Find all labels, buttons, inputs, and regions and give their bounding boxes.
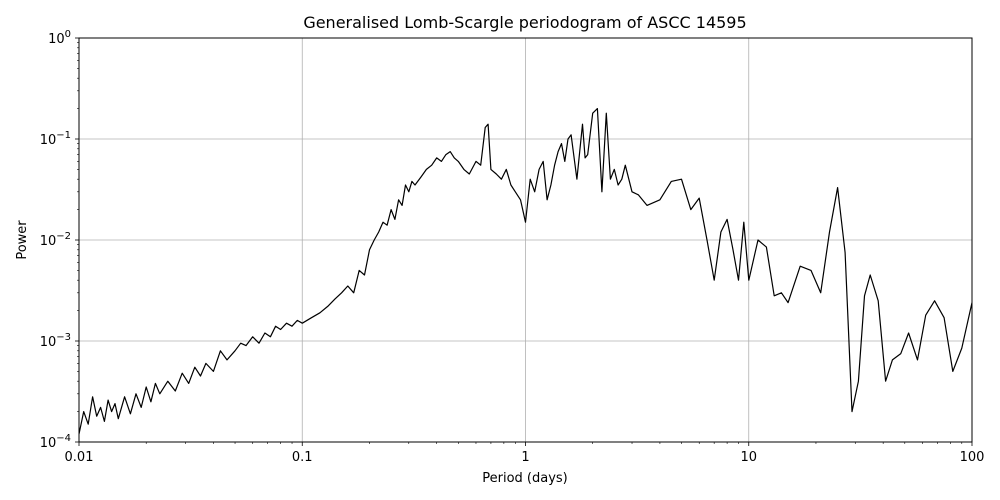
- y-tick-exponent: −4: [56, 433, 71, 444]
- y-tick-exponent: −1: [56, 130, 71, 141]
- x-tick-label: 10: [740, 450, 757, 465]
- x-tick-label: 1: [521, 450, 529, 465]
- series-layer: [79, 107, 972, 435]
- y-tick-exponent: 0: [65, 29, 71, 40]
- y-tick-base: 10: [40, 436, 57, 451]
- y-tick-label: 10−3: [40, 332, 71, 350]
- y-tick-exponent: −2: [56, 231, 71, 242]
- series-line: [79, 107, 972, 435]
- x-axis-label: Period (days): [482, 471, 568, 486]
- x-tick-label: 0.01: [65, 450, 94, 465]
- y-tick-label: 10−1: [40, 130, 71, 148]
- y-tick-base: 10: [48, 32, 65, 47]
- chart-title: Generalised Lomb-Scargle periodogram of …: [303, 13, 746, 32]
- x-tick-label: 100: [960, 450, 985, 465]
- y-tick-label: 10−4: [40, 433, 71, 451]
- y-tick-exponent: −3: [56, 332, 71, 343]
- y-tick-label: 100: [48, 29, 71, 47]
- y-axis-label: Power: [15, 220, 30, 260]
- y-tick-label: 10−2: [40, 231, 71, 249]
- y-tick-base: 10: [40, 335, 57, 350]
- y-tick-base: 10: [40, 133, 57, 148]
- y-tick-base: 10: [40, 234, 57, 249]
- x-tick-label: 0.1: [292, 450, 313, 465]
